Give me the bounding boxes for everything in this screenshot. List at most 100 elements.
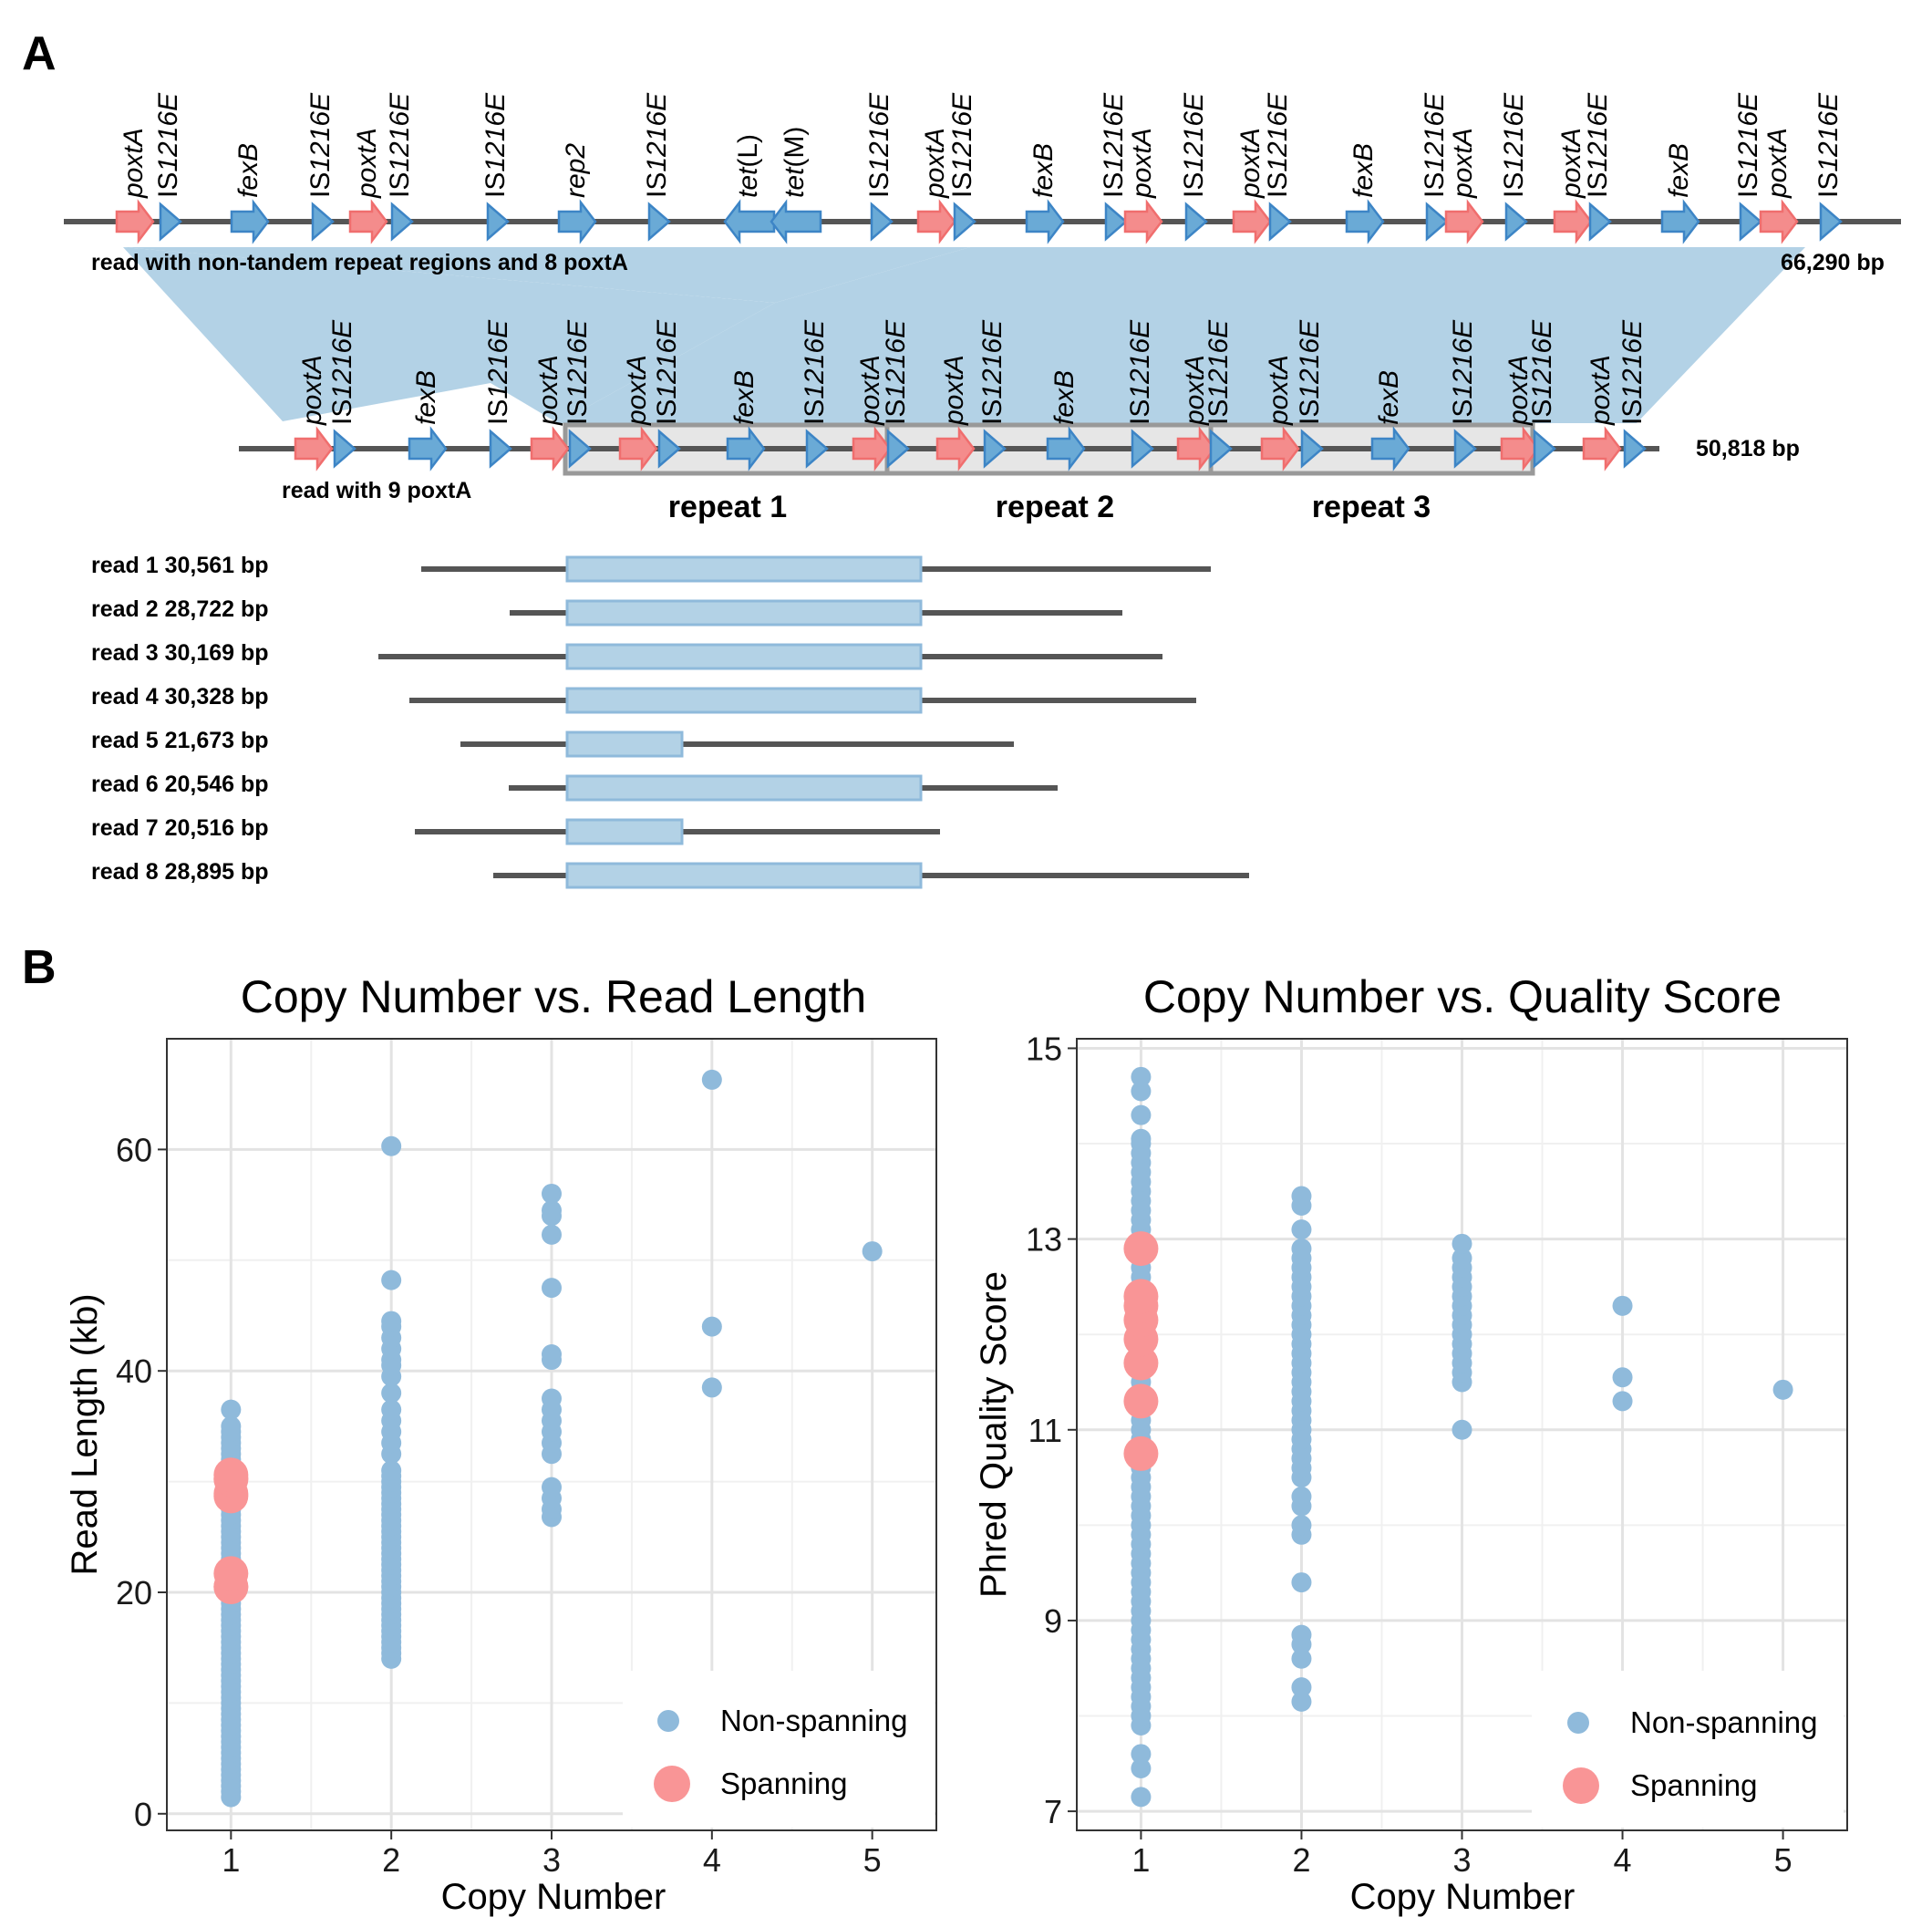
point-nonspanning bbox=[1291, 1624, 1312, 1645]
x-tick-label: 4 bbox=[1614, 1841, 1632, 1879]
point-nonspanning bbox=[1291, 1648, 1312, 1669]
poxta-arrow bbox=[1759, 199, 1799, 244]
is1216e-label: IS1216E bbox=[563, 319, 593, 425]
plot-quality-score: Copy Number vs. Quality Score Non-spanni… bbox=[974, 971, 1848, 1917]
fexb-label: fexB bbox=[1374, 370, 1404, 425]
is1216e-label: IS1216E bbox=[977, 319, 1007, 425]
span-read-repeat-bar bbox=[565, 599, 923, 627]
poxta-label: poxtA bbox=[622, 355, 652, 426]
poxta-label: poxtA bbox=[1180, 355, 1210, 426]
span-read-label: read 1 30,561 bp bbox=[91, 553, 269, 578]
poxta-arrow bbox=[1444, 199, 1484, 244]
is1216e-arrow bbox=[657, 429, 681, 469]
y-axis-label: Read Length (kb) bbox=[65, 1293, 105, 1575]
read1-length: 66,290 bp bbox=[1781, 250, 1885, 275]
poxta-arrow bbox=[1176, 426, 1216, 471]
point-spanning bbox=[213, 1457, 249, 1493]
span-read-label: read 8 28,895 bp bbox=[91, 859, 269, 885]
point-nonspanning bbox=[1291, 1677, 1312, 1698]
tet-m-label: tet(M) bbox=[780, 127, 810, 198]
link-middle bbox=[123, 247, 775, 423]
fexb-label: fexB bbox=[1028, 143, 1059, 198]
point-nonspanning bbox=[701, 1316, 722, 1337]
poxta-arrow bbox=[935, 426, 976, 471]
is1216e-arrow bbox=[647, 202, 671, 242]
poxta-label: poxtA bbox=[119, 128, 149, 199]
poxta-arrow bbox=[1123, 199, 1163, 244]
point-nonspanning bbox=[1612, 1391, 1633, 1412]
point-nonspanning bbox=[1131, 1081, 1152, 1102]
point-nonspanning bbox=[1291, 1219, 1312, 1240]
repeat-3-label: repeat 3 bbox=[1312, 490, 1431, 524]
fexb-label: fexB bbox=[233, 143, 263, 198]
point-nonspanning bbox=[381, 1269, 402, 1290]
point-nonspanning bbox=[1772, 1379, 1793, 1400]
x-tick-label: 3 bbox=[542, 1841, 561, 1879]
point-nonspanning bbox=[701, 1069, 722, 1090]
point-spanning bbox=[1123, 1345, 1159, 1381]
is1216e-arrow bbox=[1131, 429, 1154, 469]
point-nonspanning bbox=[1612, 1367, 1633, 1388]
is1216e-label: IS1216E bbox=[1733, 92, 1763, 198]
fexb-label: fexB bbox=[1664, 143, 1694, 198]
point-nonspanning bbox=[1291, 1486, 1312, 1507]
point-nonspanning bbox=[381, 1399, 402, 1420]
point-nonspanning bbox=[1291, 1186, 1312, 1207]
poxta-arrow bbox=[348, 199, 388, 244]
fexb-arrow bbox=[230, 199, 270, 244]
span-read-repeat-bar bbox=[565, 862, 923, 889]
legend-label: Non-spanning bbox=[720, 1704, 907, 1737]
point-nonspanning bbox=[542, 1278, 562, 1299]
point-spanning bbox=[1123, 1435, 1159, 1471]
y-tick-label: 11 bbox=[1028, 1412, 1062, 1449]
point-nonspanning bbox=[1131, 1758, 1152, 1779]
is1216e-label: IS1216E bbox=[1617, 319, 1648, 425]
point-nonspanning bbox=[542, 1477, 562, 1497]
is1216e-label: IS1216E bbox=[652, 319, 682, 425]
poxta-arrow bbox=[852, 426, 892, 471]
legend-box bbox=[1532, 1671, 1844, 1828]
points-left bbox=[213, 1069, 883, 1808]
is1216e-label: IS1216E bbox=[800, 319, 830, 425]
point-nonspanning bbox=[1291, 1238, 1312, 1259]
is1216e-arrow bbox=[489, 429, 512, 469]
legend-key-spanning bbox=[1563, 1767, 1599, 1804]
is1216e-arrow bbox=[1425, 202, 1449, 242]
y-tick-label: 20 bbox=[116, 1574, 152, 1611]
is1216e-label: IS1216E bbox=[1263, 92, 1293, 198]
poxta-label: poxtA bbox=[352, 128, 382, 199]
fexb-arrow bbox=[408, 426, 448, 471]
poxta-label: poxtA bbox=[1503, 355, 1534, 426]
point-nonspanning bbox=[542, 1224, 562, 1245]
x-axis-label: Copy Number bbox=[441, 1877, 666, 1917]
point-nonspanning bbox=[221, 1399, 242, 1420]
rep2-arrow bbox=[557, 199, 597, 244]
is1216e-label: IS1216E bbox=[1583, 92, 1613, 198]
is1216e-arrow bbox=[333, 429, 356, 469]
alignment-links bbox=[123, 247, 1805, 423]
point-nonspanning bbox=[1452, 1419, 1472, 1440]
is1216e-arrow bbox=[805, 429, 829, 469]
poxta-arrow bbox=[115, 199, 155, 244]
point-spanning bbox=[1123, 1279, 1159, 1314]
is1216e-label: IS1216E bbox=[480, 92, 511, 198]
is1216e-label: IS1216E bbox=[1499, 92, 1529, 198]
legend-key-nonspanning bbox=[657, 1710, 679, 1732]
x-tick-label: 2 bbox=[382, 1841, 400, 1879]
is1216e-label: IS1216E bbox=[1204, 319, 1234, 425]
is1216e-label: IS1216E bbox=[947, 92, 977, 198]
is1216e-arrow bbox=[568, 429, 592, 469]
read2-length: 50,818 bp bbox=[1696, 436, 1800, 461]
point-spanning bbox=[1123, 1383, 1159, 1419]
point-nonspanning bbox=[1291, 1515, 1312, 1536]
point-nonspanning bbox=[381, 1135, 402, 1156]
fexb-label: fexB bbox=[1049, 370, 1080, 425]
y-tick-label: 60 bbox=[116, 1131, 152, 1168]
tet-m-arrow bbox=[770, 199, 822, 244]
fexb-label: fexB bbox=[411, 370, 441, 425]
is1216e-arrow bbox=[983, 429, 1007, 469]
poxta-label: poxtA bbox=[1448, 128, 1478, 199]
y-tick-label: 13 bbox=[1026, 1221, 1062, 1259]
point-nonspanning bbox=[1131, 1104, 1152, 1125]
read2-label: read with 9 poxtA bbox=[282, 478, 471, 503]
